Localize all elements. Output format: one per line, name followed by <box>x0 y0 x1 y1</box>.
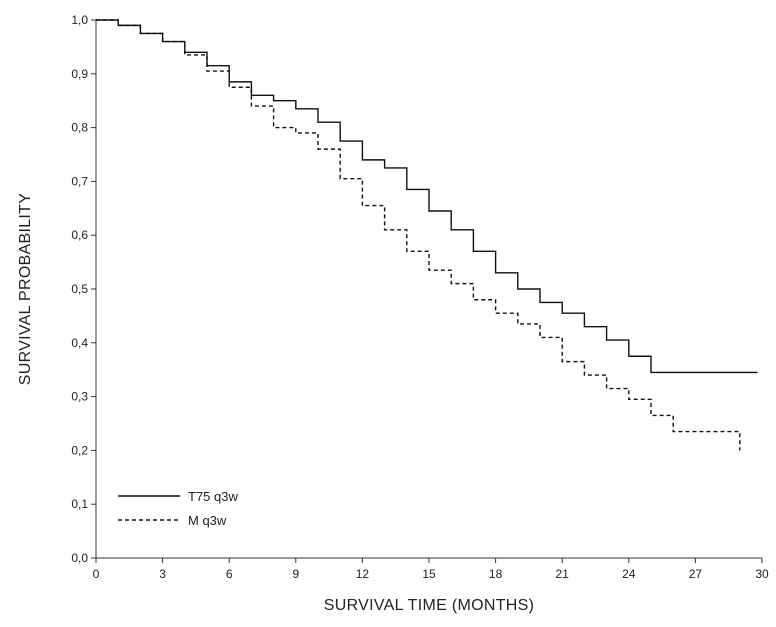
y-axis-title: SURVIVAL PROBABILITY <box>17 193 34 385</box>
x-tick-label: 15 <box>422 567 436 581</box>
y-tick-label: 0,3 <box>71 390 88 404</box>
y-tick-label: 0,4 <box>71 336 88 350</box>
x-tick-label: 21 <box>556 567 570 581</box>
x-tick-label: 18 <box>489 567 503 581</box>
series-layer <box>96 19 758 451</box>
x-tick-label: 3 <box>159 567 166 581</box>
y-tick-label: 0,0 <box>71 551 88 565</box>
x-ticks: 0 3 6 9 12 15 18 21 24 27 30 <box>93 558 769 581</box>
x-tick-label: 0 <box>93 567 100 581</box>
x-tick-label: 30 <box>755 567 769 581</box>
y-tick-label: 1,0 <box>71 13 88 27</box>
x-axis-title: SURVIVAL TIME (MONTHS) <box>324 597 534 614</box>
x-tick-label: 12 <box>356 567 370 581</box>
series-line-m-q3w <box>96 19 741 451</box>
y-tick-label: 0,1 <box>71 497 88 511</box>
y-tick-label: 0,2 <box>71 443 88 457</box>
x-tick-label: 24 <box>622 567 636 581</box>
y-tick-label: 0,5 <box>71 282 88 296</box>
legend: T75 q3w M q3w <box>118 489 238 528</box>
series-line-t75-q3w <box>96 19 758 374</box>
y-tick-label: 0,7 <box>71 174 88 188</box>
y-tick-label: 0,8 <box>71 121 88 135</box>
x-tick-label: 27 <box>689 567 703 581</box>
x-tick-label: 6 <box>226 567 233 581</box>
y-ticks: 0,0 0,1 0,2 0,3 0,4 0,5 0,6 0,7 0,8 0,9 1,0 <box>71 13 96 565</box>
x-tick-label: 9 <box>292 567 299 581</box>
legend-label-t75-q3w: T75 q3w <box>188 489 238 504</box>
y-tick-label: 0,6 <box>71 228 88 242</box>
axes <box>95 20 762 559</box>
y-tick-label: 0,9 <box>71 67 88 81</box>
legend-label-m-q3w: M q3w <box>188 513 227 528</box>
